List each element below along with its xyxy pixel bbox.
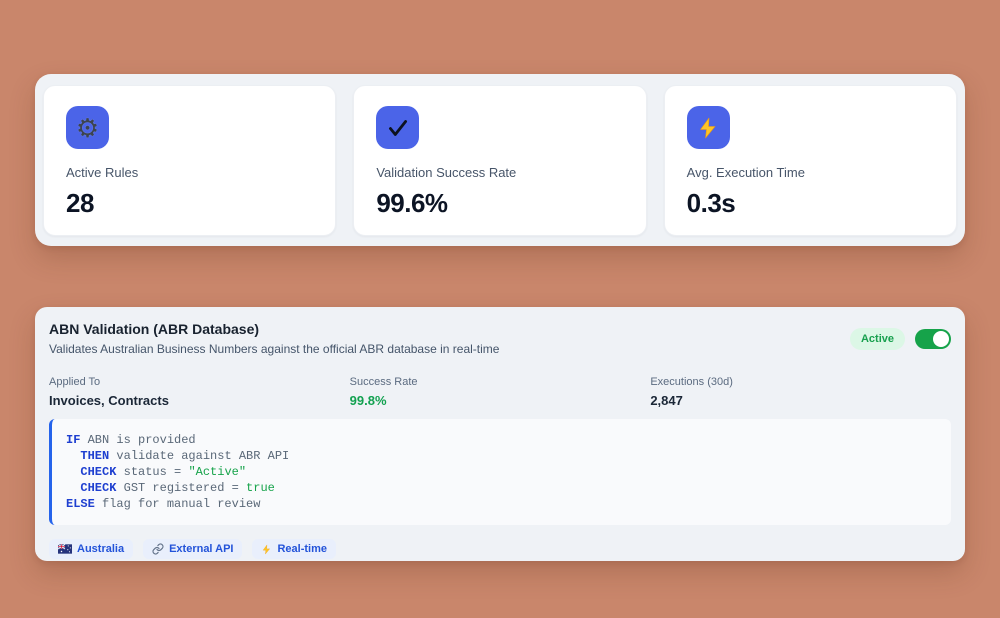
code-token: THEN [80,449,110,463]
australia-flag-icon [58,544,72,554]
tag-australia: Australia [49,539,134,559]
code-token: "Active" [188,465,247,479]
stat-value: 99.6% [376,188,448,218]
gear-glyph: ⚙ [75,112,100,143]
code-token: validate against ABR API [109,449,290,463]
code-line: ELSE flag for manual review [66,496,937,512]
tag-label: External API [169,543,234,555]
tag-real-time: Real-time [252,539,337,559]
metric-value: 2,847 [650,393,683,408]
metric-success-rate: Success Rate 99.8% [350,376,651,408]
rule-metrics: Applied To Invoices, Contracts Success R… [49,376,951,408]
check-glyph [388,119,407,136]
metric-executions: Executions (30d) 2,847 [650,376,951,408]
metric-label: Success Rate [349,376,418,388]
rule-card-abn-validation: ABN Validation (ABR Database) Validates … [35,307,965,561]
code-line: IF ABN is provided [66,432,937,448]
rule-tags: Australia External API Real-time [49,539,951,559]
code-token: ELSE [66,497,95,511]
code-token: ABN is provided [80,433,196,447]
stat-card-execution-time: Avg. Execution Time 0.3s [663,85,957,236]
code-token: flag for manual review [94,497,261,511]
rule-header-text: ABN Validation (ABR Database) Validates … [49,321,499,356]
code-token: status = [116,465,189,479]
metric-value: Invoices, Contracts [49,393,169,408]
rule-controls: Active [849,328,951,350]
link-icon [152,543,164,555]
rule-header: ABN Validation (ABR Database) Validates … [49,321,951,356]
check-icon [376,106,420,149]
rule-description: Validates Australian Business Numbers ag… [49,342,500,356]
code-token [66,449,80,463]
code-token: IF [66,433,81,447]
gear-icon: ⚙ [66,106,109,149]
stat-value: 0.3s [686,188,736,218]
status-badge: Active [849,328,905,350]
code-line: CHECK GST registered = true [66,480,937,496]
code-token: CHECK [80,481,117,495]
stat-label: Validation Success Rate [376,165,517,180]
tag-label: Real-time [277,543,328,555]
stat-card-success-rate: Validation Success Rate 99.6% [353,85,647,236]
stat-label: Active Rules [66,165,139,180]
tag-label: Australia [77,543,125,555]
stat-card-active-rules: ⚙ Active Rules 28 [43,85,337,236]
metric-applied-to: Applied To Invoices, Contracts [49,376,350,408]
stat-value: 28 [66,188,94,218]
code-line: CHECK status = "Active" [66,464,937,480]
code-token [66,481,80,495]
metric-value: 99.8% [349,393,387,408]
code-line: THEN validate against ABR API [66,448,937,464]
toggle-knob [933,331,949,347]
code-token [66,465,80,479]
tag-external-api: External API [143,539,243,559]
lightning-glyph [700,117,716,138]
code-token: CHECK [80,465,117,479]
lightning-icon [686,106,730,149]
code-token: GST registered = [116,481,247,495]
stats-panel: ⚙ Active Rules 28 Validation Success Rat… [35,74,965,246]
lightning-icon [263,544,271,554]
stat-label: Avg. Execution Time [686,165,805,180]
rule-enabled-toggle[interactable] [915,329,951,349]
metric-label: Applied To [49,376,101,388]
code-token: true [246,481,275,495]
rule-title: ABN Validation (ABR Database) [49,321,260,337]
rule-logic-code-block: IF ABN is provided THEN validate against… [49,419,951,525]
metric-label: Executions (30d) [650,376,733,388]
